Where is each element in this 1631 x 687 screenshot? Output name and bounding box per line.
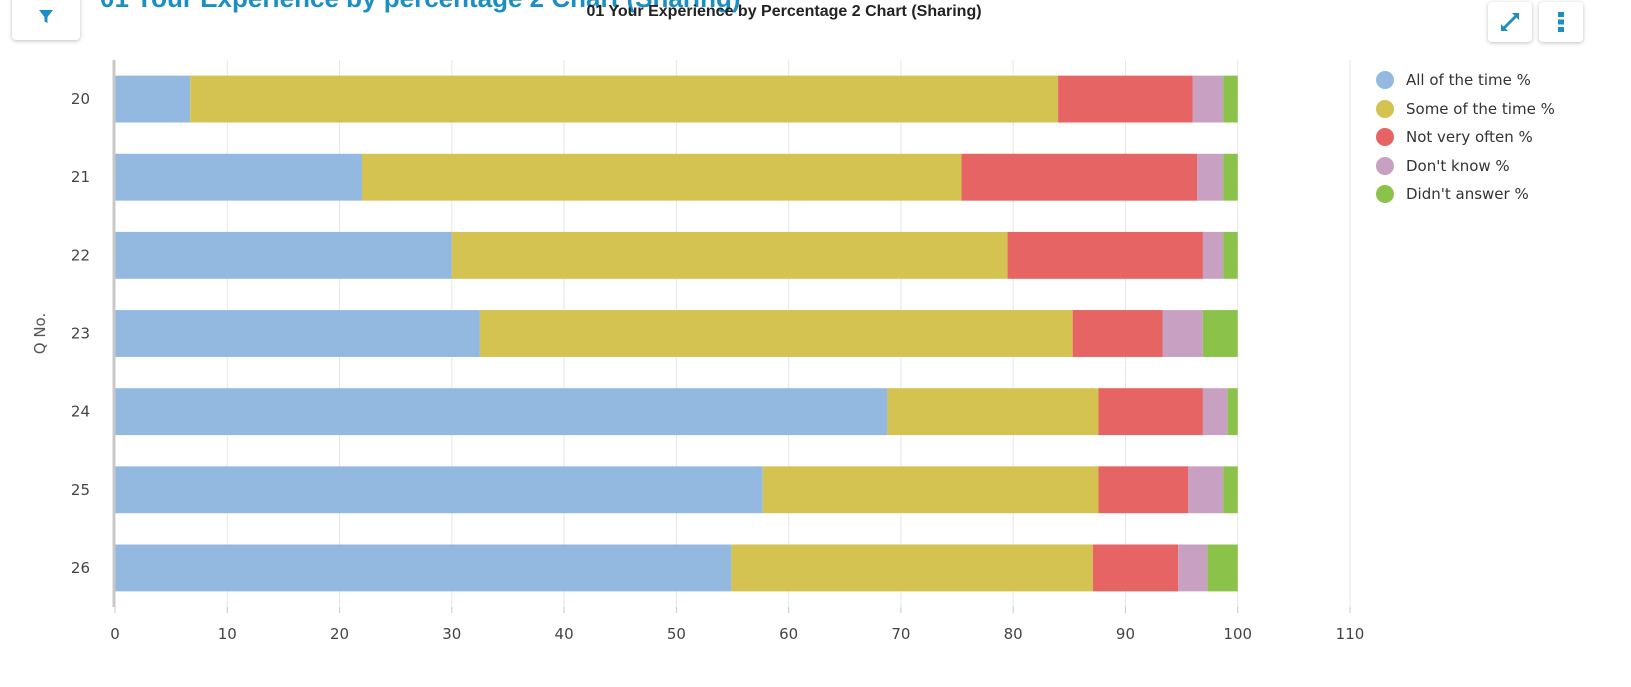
bar-segment[interactable] [1227,388,1238,436]
x-tick-label: 90 [1116,625,1135,643]
legend-label: Don't know % [1406,156,1510,175]
bar-segment[interactable] [1098,388,1203,436]
bar-segment[interactable] [1092,544,1179,592]
x-tick-label: 50 [667,625,686,643]
bar-segment[interactable] [362,153,962,201]
legend-item[interactable]: All of the time % [1376,66,1631,95]
bar-segment[interactable] [1007,231,1203,279]
legend-swatch [1376,185,1394,204]
x-tick-label: 20 [330,625,349,643]
legend-label: Didn't answer % [1406,185,1529,204]
bar-segment[interactable] [115,388,888,436]
x-tick-label: 40 [555,625,574,643]
legend-swatch [1376,128,1394,147]
bar-segment[interactable] [190,75,1059,123]
filter-button[interactable] [12,0,80,40]
bar-segment[interactable] [115,310,480,357]
bar-segment[interactable] [1202,231,1224,279]
y-tick-label: 26 [71,559,90,577]
x-tick-label: 30 [442,625,461,643]
bar-segment[interactable] [479,310,1073,357]
bar-segment[interactable] [1058,75,1193,123]
bar-segment[interactable] [1223,466,1238,514]
bar-segment[interactable] [115,544,732,592]
bar-segment[interactable] [1197,153,1224,201]
bar-segment[interactable] [1162,310,1203,357]
x-tick-label: 0 [110,625,120,643]
bar-segment[interactable] [115,231,452,279]
legend-label: Not very often % [1406,128,1533,147]
x-tick-label: 70 [891,625,910,643]
bar-segment[interactable] [1098,466,1189,514]
bar-segment[interactable] [731,544,1093,592]
x-tick-label: 110 [1336,625,1365,643]
bar-segment[interactable] [1223,75,1238,123]
bar-segment[interactable] [1072,310,1163,357]
bar-segment[interactable] [1202,388,1228,436]
bar-segment[interactable] [1192,75,1224,123]
y-axis-title: Q No. [31,313,49,354]
bar-segment[interactable] [1188,466,1224,514]
x-tick-label: 80 [1004,625,1023,643]
background-title: 01 Your Experience by percentage 2 Chart… [100,0,741,14]
legend-item[interactable]: Some of the time % [1376,95,1631,124]
bar-segment[interactable] [1223,231,1238,279]
legend-swatch [1376,99,1394,118]
bar-segment[interactable] [451,231,1008,279]
bar-segment[interactable] [1202,310,1238,357]
bar-segment[interactable] [961,153,1198,201]
bar-segment[interactable] [1223,153,1238,201]
legend-label: Some of the time % [1406,99,1555,118]
legend-item[interactable]: Didn't answer % [1376,180,1631,209]
x-tick-label: 10 [218,625,237,643]
bar-segment[interactable] [115,153,362,201]
bar-segment[interactable] [1207,544,1238,592]
legend-swatch [1376,156,1394,175]
y-tick-label: 20 [71,90,90,108]
legend-label: All of the time % [1406,71,1531,90]
kebab-menu-icon [1558,12,1564,32]
y-tick-label: 23 [71,325,90,343]
legend-item[interactable]: Don't know % [1376,152,1631,181]
bar-segment[interactable] [887,388,1099,436]
bar-segment[interactable] [762,466,1099,514]
menu-button[interactable] [1539,2,1583,42]
bar-segment[interactable] [115,466,763,514]
x-tick-label: 60 [779,625,798,643]
expand-button[interactable] [1488,2,1532,42]
x-tick-label: 100 [1223,625,1252,643]
expand-icon [1501,13,1519,31]
y-tick-label: 24 [71,403,90,421]
y-tick-label: 21 [71,168,90,186]
y-tick-label: 22 [71,246,90,264]
bar-segment[interactable] [1178,544,1208,592]
chart-legend: All of the time % Some of the time % Not… [1376,66,1631,209]
legend-swatch [1376,71,1394,90]
y-tick-label: 25 [71,481,90,499]
filter-icon [39,10,53,23]
legend-item[interactable]: Not very often % [1376,123,1631,152]
bar-segment[interactable] [115,75,191,123]
chart-title: 01 Your Experience by Percentage 2 Chart… [586,3,982,20]
